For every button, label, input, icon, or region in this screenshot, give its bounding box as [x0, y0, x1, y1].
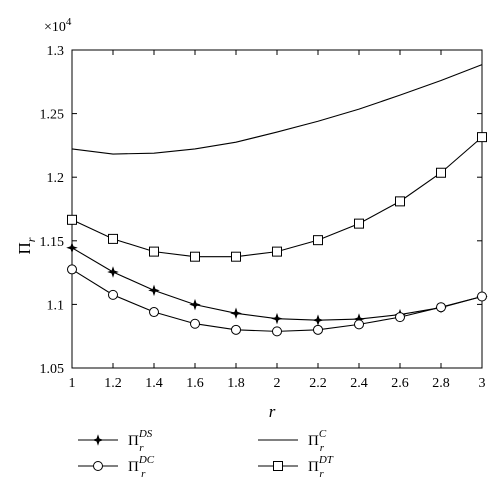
data-point-ds	[271, 312, 283, 325]
series-line-dt	[71, 136, 483, 258]
data-point-dc	[354, 319, 364, 330]
x-tick-label: 1.2	[104, 376, 122, 391]
legend-label: ΠDC r	[128, 454, 155, 480]
data-point-dt	[190, 251, 200, 262]
data-point-dc	[108, 289, 118, 300]
data-point-dc	[395, 312, 405, 323]
series-c	[71, 64, 483, 155]
legend-label: ΠDT r	[308, 454, 334, 480]
legend-marker	[273, 461, 283, 471]
legend-label: ΠDS r	[128, 428, 153, 454]
data-point-dc	[272, 326, 282, 337]
data-point-ds	[148, 284, 160, 297]
data-point-ds	[230, 307, 242, 320]
x-tick-label: 1.8	[227, 376, 245, 391]
data-point-ds	[107, 266, 119, 278]
data-point-dc	[67, 264, 77, 275]
y-axis-label: Πr	[15, 237, 38, 254]
data-point-dt	[149, 246, 159, 257]
x-tick-label: 2.6	[391, 376, 409, 391]
legend-label: ΠC r	[308, 428, 327, 454]
legend: ΠDS r ΠC r ΠDC r ΠDT r	[78, 428, 334, 480]
data-point-dt	[313, 235, 323, 246]
legend-item-dc: ΠDC r	[78, 454, 155, 480]
data-point-dt	[436, 167, 446, 178]
x-tick-label: 2.4	[350, 376, 368, 391]
y-tick-label: 1.2	[47, 171, 65, 186]
data-point-dt	[231, 251, 241, 262]
data-point-dt	[67, 214, 77, 225]
x-tick-label: 3	[479, 376, 486, 391]
data-point-dc	[231, 324, 241, 335]
y-tick-label: 1.3	[47, 44, 65, 59]
y-tick-label: 1.1	[47, 298, 65, 313]
x-tick-label: 1.6	[186, 376, 204, 391]
y-tick-label: 1.15	[40, 235, 65, 250]
series-line-c	[71, 64, 483, 155]
x-tick-label: 1	[69, 376, 76, 391]
data-point-ds	[312, 314, 324, 326]
series-dc	[67, 264, 487, 337]
legend-item-c: ΠC r	[258, 428, 327, 454]
x-tick-label: 2	[274, 376, 281, 391]
data-point-dt	[108, 233, 118, 244]
x-tick-label: 1.4	[145, 376, 163, 391]
y-tick-label: 1.05	[40, 362, 65, 377]
data-point-dc	[313, 324, 323, 335]
data-point-dt	[395, 196, 405, 207]
data-point-dt	[272, 246, 282, 257]
x-axis-label: r	[269, 402, 276, 421]
legend-marker	[93, 461, 103, 471]
data-point-ds	[66, 242, 78, 254]
axis-ticks: 1 1.2 1.4 1.6 1.8 2 2.2 2.4 2.6 2.8 3 1.05 1.1 1.15 1.…	[40, 44, 486, 391]
data-point-ds	[189, 298, 201, 311]
series-line-ds	[71, 247, 483, 321]
data-point-dc	[149, 307, 159, 318]
legend-marker	[92, 434, 104, 446]
series-dt	[67, 132, 487, 262]
x-tick-label: 2.2	[309, 376, 327, 391]
series-layer	[66, 64, 488, 337]
data-point-dt	[354, 218, 364, 229]
legend-item-ds: ΠDS r	[78, 428, 153, 454]
data-point-dc	[477, 291, 487, 302]
data-point-dt	[477, 132, 487, 143]
y-multiplier: ×104	[44, 16, 72, 35]
data-point-dc	[436, 302, 446, 313]
data-point-dc	[190, 318, 200, 329]
y-tick-label: 1.25	[40, 108, 65, 123]
legend-item-dt: ΠDT r	[258, 454, 334, 480]
x-tick-label: 2.8	[432, 376, 450, 391]
